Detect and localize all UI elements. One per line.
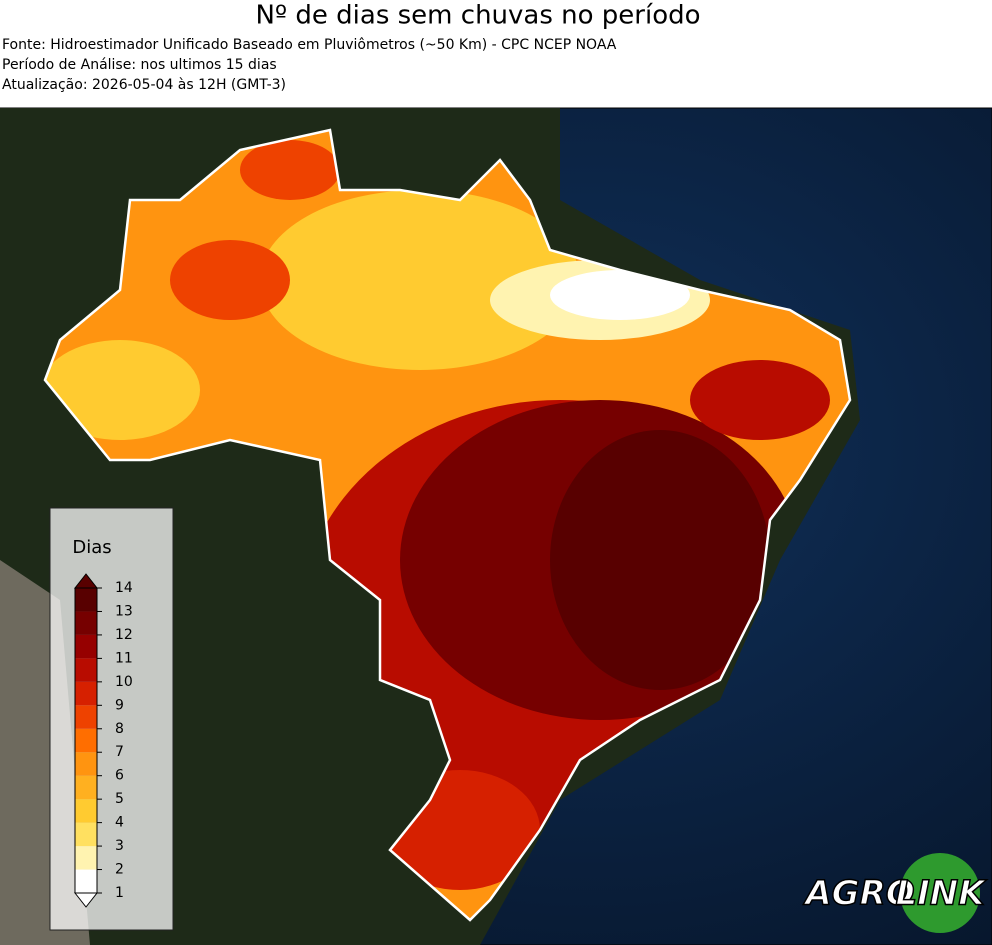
colorbar-segment [75, 822, 97, 847]
logo-circle [900, 853, 980, 933]
colorbar-tick-label: 14 [115, 580, 133, 596]
title: Nº de dias sem chuvas no período [255, 1, 700, 31]
field-blob [170, 240, 290, 320]
colorbar-tick-label: 6 [115, 768, 124, 784]
legend-box [49, 507, 174, 931]
colorbar-segment [75, 658, 97, 682]
field-blob [550, 430, 770, 690]
colorbar-tick-label: 9 [115, 697, 124, 713]
field-blob [240, 140, 340, 200]
colorbar-segment [75, 752, 97, 776]
colorbar-segment [75, 775, 97, 800]
colorbar-tick-label: 13 [115, 603, 133, 619]
colorbar-segment [75, 846, 97, 870]
colorbar-tick-label: 1 [115, 885, 124, 901]
colorbar-segment [75, 705, 97, 729]
field-blob [260, 190, 580, 370]
colorbar-tick-label: 5 [115, 791, 124, 807]
colorbar-tick-label: 7 [115, 744, 124, 760]
colorbar-tick-label: 2 [115, 862, 124, 878]
update-line: Atualização: 2026-05-04 às 12H (GMT-3) [2, 77, 286, 93]
source-line: Fonte: Hidroestimador Unificado Baseado … [2, 37, 617, 53]
logo-text: AGRO [802, 874, 914, 914]
logo-text: LINK [895, 874, 987, 914]
map [0, 107, 992, 945]
colorbar-tick-label: 8 [115, 721, 124, 737]
colorbar-tick-label: 4 [115, 815, 124, 831]
period-line: Período de Análise: nos ultimos 15 dias [2, 57, 277, 73]
colorbar-segment [75, 611, 97, 635]
field-blob [45, 340, 200, 440]
colorbar-segment [75, 588, 97, 612]
colorbar-tick-label: 11 [115, 650, 133, 666]
colorbar-frame [74, 587, 98, 894]
field-blob [550, 270, 690, 320]
legend-title: Dias [72, 537, 111, 558]
field-blob [690, 360, 830, 440]
colorbar-tick-label: 3 [115, 838, 124, 854]
logo: AGRO LINK [802, 853, 988, 933]
colorbar-segment [75, 869, 97, 893]
colorbar-tick-label: 12 [115, 627, 133, 643]
colorbar-tick-label: 10 [115, 674, 133, 690]
colorbar-segment [75, 799, 97, 823]
colorbar-segment [75, 681, 97, 706]
colorbar-segment [75, 728, 97, 753]
colorbar-segment [75, 634, 97, 659]
